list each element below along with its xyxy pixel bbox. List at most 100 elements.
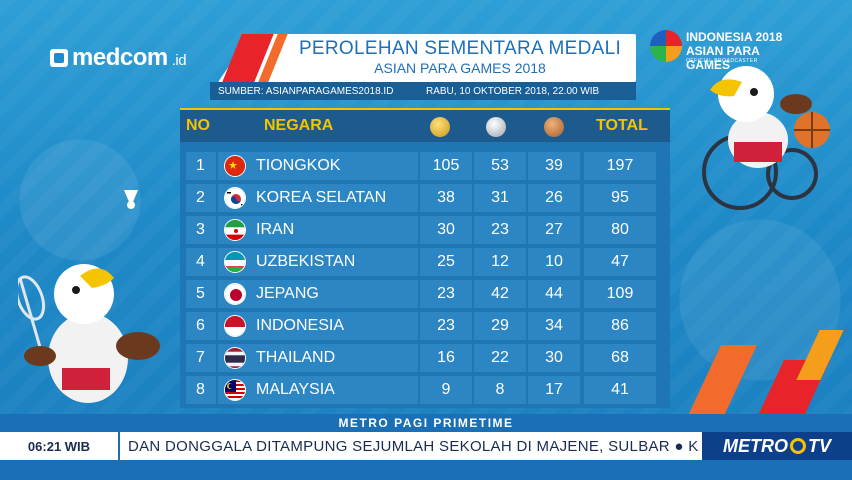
rank-cell: 5: [186, 280, 216, 308]
silver-count-cell: 53: [474, 152, 526, 180]
gold-count-cell: 23: [420, 280, 472, 308]
country-cell: IRAN: [218, 216, 418, 244]
country-cell: INDONESIA: [218, 312, 418, 340]
uzbekistan-flag-icon: [224, 251, 246, 273]
bottom-strip: [0, 460, 852, 480]
table-row: 4 UZBEKISTAN 25 12 10 47: [180, 246, 670, 278]
country-name: JEPANG: [256, 285, 319, 302]
event-logo-line1: INDONESIA 2018: [686, 30, 783, 44]
metrotv-logo: METRO TV: [702, 432, 852, 460]
total-count-cell: 95: [584, 184, 656, 212]
source-text: SUMBER: ASIANPARAGAMES2018.ID: [218, 85, 394, 97]
bronze-count-cell: 34: [528, 312, 580, 340]
country-name: KOREA SELATAN: [256, 189, 387, 206]
table-row: 5 JEPANG 23 42 44 109: [180, 278, 670, 310]
gold-count-cell: 9: [420, 376, 472, 404]
total-count-cell: 109: [584, 280, 656, 308]
silver-count-cell: 29: [474, 312, 526, 340]
table-row: 1 TIONGKOK 105 53 39 197: [180, 150, 670, 182]
bronze-count-cell: 39: [528, 152, 580, 180]
country-name: TIONGKOK: [256, 157, 341, 174]
country-name: MALAYSIA: [256, 381, 335, 398]
gold-count-cell: 23: [420, 312, 472, 340]
gold-medal-icon: [430, 117, 450, 137]
datetime-text: RABU, 10 OKTOBER 2018, 22.00 WIB: [426, 85, 600, 97]
total-count-cell: 197: [584, 152, 656, 180]
total-count-cell: 68: [584, 344, 656, 372]
gold-count-cell: 16: [420, 344, 472, 372]
rank-cell: 4: [186, 248, 216, 276]
eagle-mascot-wheelchair: [702, 66, 830, 210]
bronze-count-cell: 44: [528, 280, 580, 308]
shuttlecock-icon: [124, 190, 138, 209]
country-name: UZBEKISTAN: [256, 253, 356, 270]
medcom-logo-text: medcom: [72, 44, 168, 71]
table-row: 7 THAILAND 16 22 30 68: [180, 342, 670, 374]
rank-cell: 1: [186, 152, 216, 180]
total-count-cell: 47: [584, 248, 656, 276]
table-header: NO NEGARA TOTAL: [180, 108, 670, 142]
total-count-cell: 41: [584, 376, 656, 404]
rank-cell: 7: [186, 344, 216, 372]
rank-cell: 2: [186, 184, 216, 212]
event-logo-line2: ASIAN PARA GAMES: [686, 44, 760, 72]
silver-count-cell: 12: [474, 248, 526, 276]
medal-table: NO NEGARA TOTAL 1 TIONGKOK 105 53 39 197 2 KORE…: [180, 108, 670, 408]
bronze-count-cell: 26: [528, 184, 580, 212]
country-cell: MALAYSIA: [218, 376, 418, 404]
eagle-mascot-badminton: [18, 264, 160, 403]
south-korea-flag-icon: [224, 187, 246, 209]
news-ticker: 06:21 WIB DAN DONGGALA DITAMPUNG SEJUMLA…: [0, 432, 852, 460]
ticker-separator: ●: [674, 437, 684, 455]
country-cell: KOREA SELATAN: [218, 184, 418, 212]
country-name: INDONESIA: [256, 317, 345, 334]
metrotv-logo-eye-icon: [789, 438, 806, 454]
total-count-cell: 80: [584, 216, 656, 244]
china-flag-icon: [224, 155, 246, 177]
event-logo-line3: OFFICIAL BROADCASTER: [686, 58, 758, 64]
silver-count-cell: 42: [474, 280, 526, 308]
gold-count-cell: 30: [420, 216, 472, 244]
metrotv-logo-text: METRO: [722, 435, 788, 456]
malaysia-flag-icon: [224, 379, 246, 401]
thailand-flag-icon: [224, 347, 246, 369]
metrotv-logo-tv: TV: [807, 435, 831, 456]
column-header-total: TOTAL: [596, 117, 648, 134]
asian-para-games-logo: INDONESIA 2018 ASIAN PARA GAMES OFFICIAL…: [650, 30, 800, 72]
ticker-next-headline: K: [688, 437, 699, 455]
indonesia-flag-icon: [224, 315, 246, 337]
silver-count-cell: 31: [474, 184, 526, 212]
table-row: 2 KOREA SELATAN 38 31 26 95: [180, 182, 670, 214]
country-cell: TIONGKOK: [218, 152, 418, 180]
bronze-count-cell: 10: [528, 248, 580, 276]
gold-count-cell: 25: [420, 248, 472, 276]
bronze-medal-icon: [544, 117, 564, 137]
rank-cell: 6: [186, 312, 216, 340]
gold-count-cell: 38: [420, 184, 472, 212]
gold-count-cell: 105: [420, 152, 472, 180]
country-name: THAILAND: [256, 349, 336, 366]
table-row: 6 INDONESIA 23 29 34 86: [180, 310, 670, 342]
table-row: 8 MALAYSIA 9 8 17 41: [180, 374, 670, 406]
bronze-count-cell: 30: [528, 344, 580, 372]
page-subtitle: ASIAN PARA GAMES 2018: [374, 60, 546, 76]
table-row: 3 IRAN 30 23 27 80: [180, 214, 670, 246]
asian-para-games-emblem-icon: [650, 30, 682, 62]
column-header-no: NO: [186, 117, 210, 134]
japan-flag-icon: [224, 283, 246, 305]
rank-cell: 8: [186, 376, 216, 404]
iran-flag-icon: [224, 219, 246, 241]
program-title-bar: METRO PAGI PRIMETIME: [0, 414, 852, 432]
source-bar: SUMBER: ASIANPARAGAMES2018.ID RABU, 10 O…: [210, 82, 636, 100]
clock: 06:21 WIB: [0, 432, 120, 460]
country-name: IRAN: [256, 221, 295, 238]
page-title: PEROLEHAN SEMENTARA MEDALI: [298, 38, 622, 59]
title-panel: [218, 34, 636, 82]
silver-count-cell: 22: [474, 344, 526, 372]
country-cell: UZBEKISTAN: [218, 248, 418, 276]
country-cell: JEPANG: [218, 280, 418, 308]
medcom-logo-icon: [50, 49, 68, 67]
ticker-text: DAN DONGGALA DITAMPUNG SEJUMLAH SEKOLAH …: [120, 438, 702, 455]
ticker-headline: DAN DONGGALA DITAMPUNG SEJUMLAH SEKOLAH …: [128, 437, 670, 455]
silver-count-cell: 23: [474, 216, 526, 244]
